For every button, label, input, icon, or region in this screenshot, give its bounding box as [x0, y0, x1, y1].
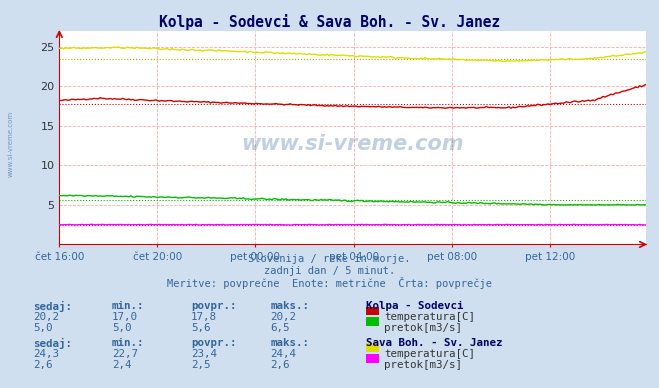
Text: temperatura[C]: temperatura[C]	[384, 312, 475, 322]
Text: 2,6: 2,6	[33, 360, 53, 370]
Text: maks.:: maks.:	[270, 338, 309, 348]
Text: maks.:: maks.:	[270, 301, 309, 311]
Text: pretok[m3/s]: pretok[m3/s]	[384, 360, 462, 370]
Text: 2,6: 2,6	[270, 360, 290, 370]
Text: sedaj:: sedaj:	[33, 338, 72, 348]
Text: 23,4: 23,4	[191, 349, 217, 359]
Text: 5,0: 5,0	[33, 323, 53, 333]
Text: povpr.:: povpr.:	[191, 338, 237, 348]
Text: 24,3: 24,3	[33, 349, 59, 359]
Text: Kolpa - Sodevci: Kolpa - Sodevci	[366, 301, 463, 311]
Text: Meritve: povprečne  Enote: metrične  Črta: povprečje: Meritve: povprečne Enote: metrične Črta:…	[167, 277, 492, 289]
Text: 2,4: 2,4	[112, 360, 132, 370]
Text: 17,8: 17,8	[191, 312, 217, 322]
Text: zadnji dan / 5 minut.: zadnji dan / 5 minut.	[264, 266, 395, 276]
Text: min.:: min.:	[112, 301, 144, 311]
Text: 5,6: 5,6	[191, 323, 211, 333]
Text: 20,2: 20,2	[270, 312, 296, 322]
Text: temperatura[C]: temperatura[C]	[384, 349, 475, 359]
Text: povpr.:: povpr.:	[191, 301, 237, 311]
Text: 22,7: 22,7	[112, 349, 138, 359]
Text: 2,5: 2,5	[191, 360, 211, 370]
Text: www.si-vreme.com: www.si-vreme.com	[241, 134, 464, 154]
Text: Kolpa - Sodevci & Sava Boh. - Sv. Janez: Kolpa - Sodevci & Sava Boh. - Sv. Janez	[159, 14, 500, 29]
Text: sedaj:: sedaj:	[33, 301, 72, 312]
Text: 24,4: 24,4	[270, 349, 296, 359]
Text: www.si-vreme.com: www.si-vreme.com	[8, 111, 14, 177]
Text: Sava Boh. - Sv. Janez: Sava Boh. - Sv. Janez	[366, 338, 502, 348]
Text: Slovenija / reke in morje.: Slovenija / reke in morje.	[248, 254, 411, 264]
Text: pretok[m3/s]: pretok[m3/s]	[384, 323, 462, 333]
Text: min.:: min.:	[112, 338, 144, 348]
Text: 6,5: 6,5	[270, 323, 290, 333]
Text: 17,0: 17,0	[112, 312, 138, 322]
Text: 20,2: 20,2	[33, 312, 59, 322]
Text: 5,0: 5,0	[112, 323, 132, 333]
